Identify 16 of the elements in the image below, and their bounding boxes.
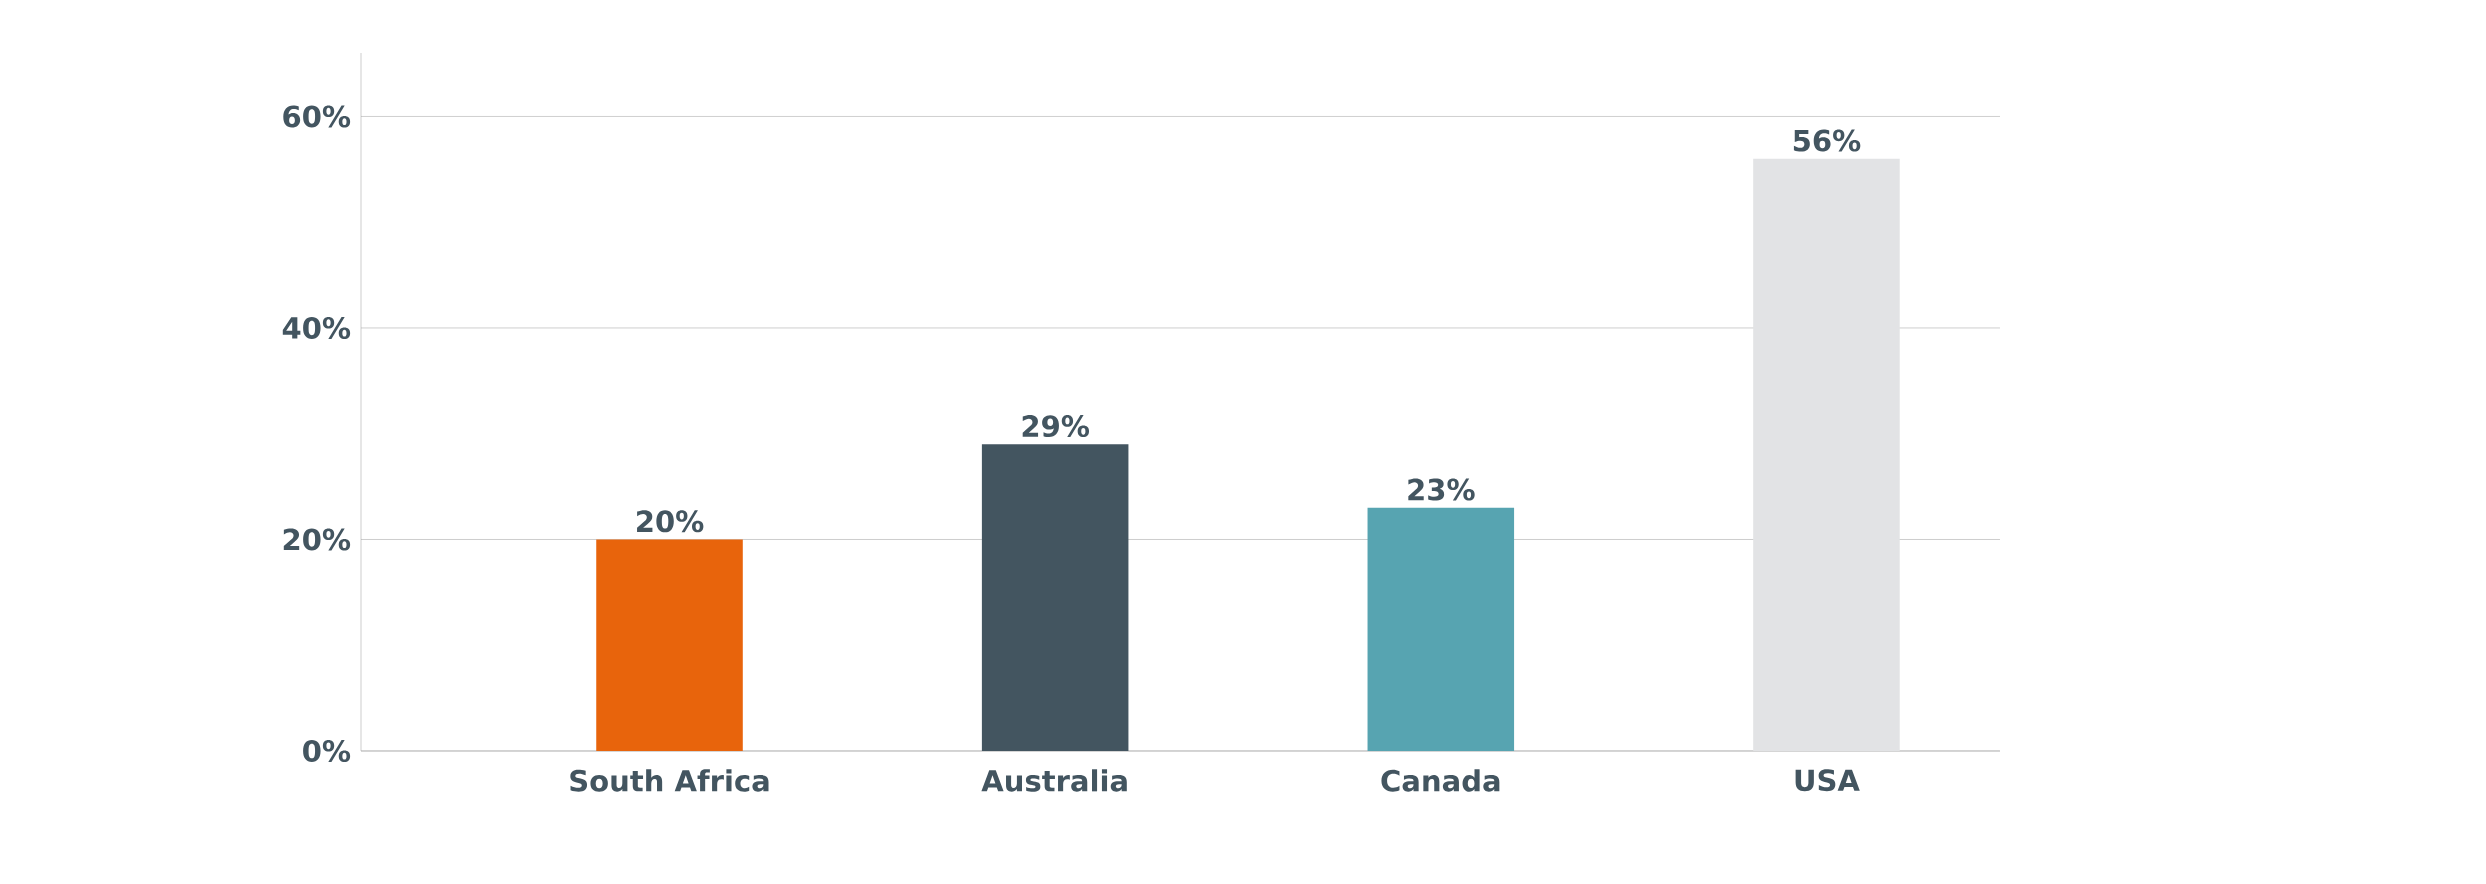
data-label: 56%	[1793, 129, 1861, 152]
x-tick-label: USA	[1795, 769, 1860, 792]
bar	[596, 539, 743, 751]
bar	[1367, 507, 1515, 751]
x-tick-label: Australia	[981, 769, 1127, 792]
bar	[1753, 158, 1900, 751]
data-label: 20%	[637, 510, 704, 533]
y-tick-label: 40%	[282, 316, 351, 339]
data-label: 29%	[1022, 415, 1090, 438]
x-tick-label: South Africa	[570, 769, 769, 792]
x-tick-label: Canada	[1381, 769, 1500, 792]
y-tick-label: 60%	[283, 105, 351, 128]
data-label: 23%	[1408, 478, 1475, 501]
y-tick-label: 0%	[303, 740, 351, 762]
y-tick-label: 20%	[283, 528, 351, 551]
bar	[981, 444, 1129, 751]
